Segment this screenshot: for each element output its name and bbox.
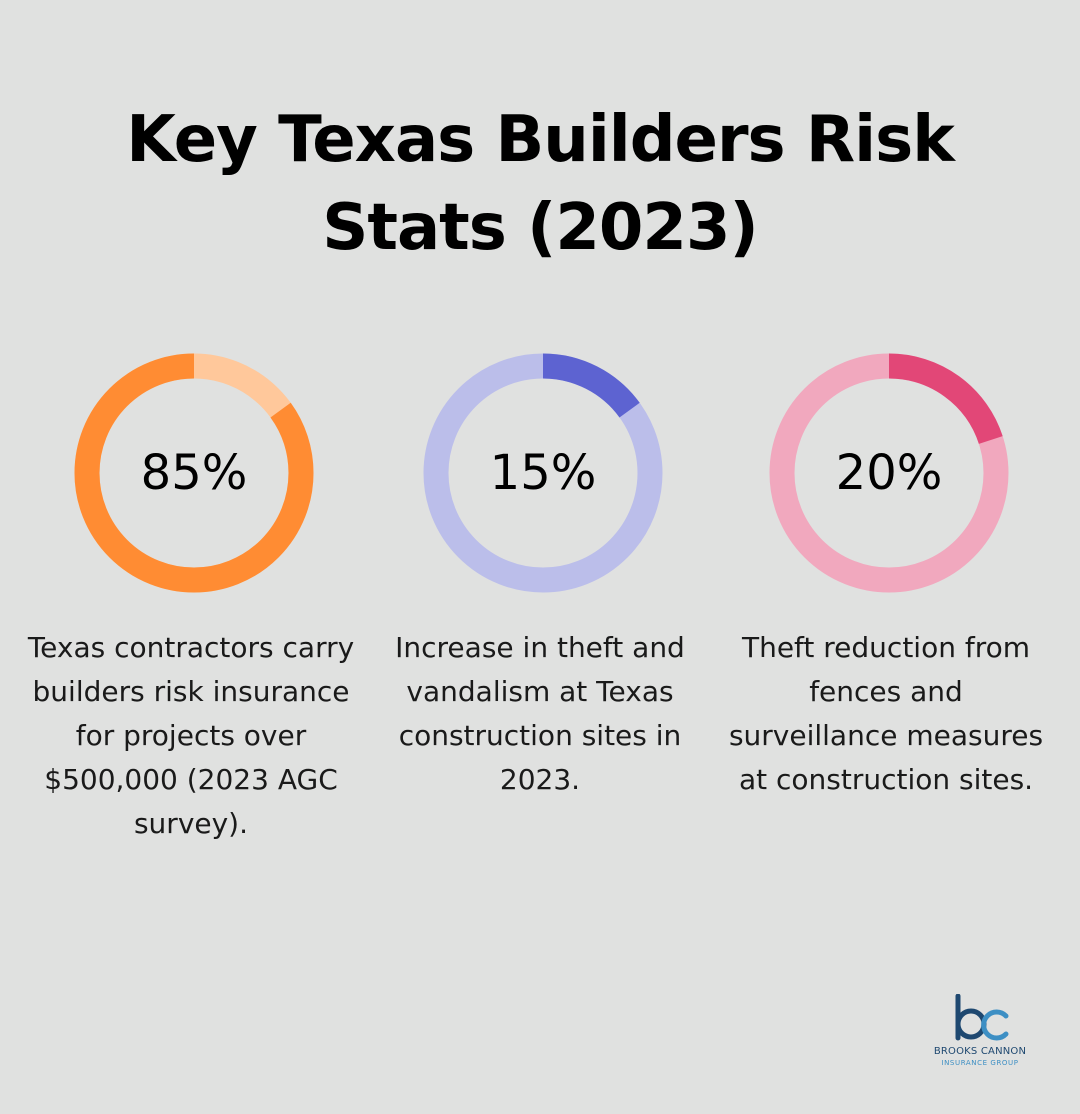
stat-value-2: 15% [489,445,597,501]
donut-svg-1 [74,353,314,593]
stat-description-1: Texas contractors carry builders risk in… [27,631,355,840]
stat-description-2: Increase in theft and vandalism at Texas… [395,631,685,796]
title-line-1: Key Texas Builders Risk [126,103,955,177]
logo-mark-icon [955,994,1009,1041]
stat-description-3: Theft reduction from fences and surveill… [728,631,1044,796]
stat-value-1: 85% [140,445,248,501]
logo-name: BROOKS CANNON [933,1046,1027,1057]
donut-arc-3 [769,353,1009,593]
donut-chart-1: 85% [71,350,317,596]
donut-arc-1 [74,353,314,593]
page-title: Key Texas Builders Risk Stats (2023) [0,96,1080,272]
donut-svg-3 [769,353,1009,593]
company-logo: BROOKS CANNON INSURANCE GROUP [928,994,1038,1074]
stat-value-3: 20% [835,445,943,501]
donut-chart-3: 20% [766,350,1012,596]
donut-arc-2 [423,353,663,593]
donut-chart-2: 15% [420,350,666,596]
donut-svg-2 [423,353,663,593]
logo-subtitle: INSURANCE GROUP [941,1059,1019,1067]
title-line-2: Stats (2023) [322,191,758,265]
